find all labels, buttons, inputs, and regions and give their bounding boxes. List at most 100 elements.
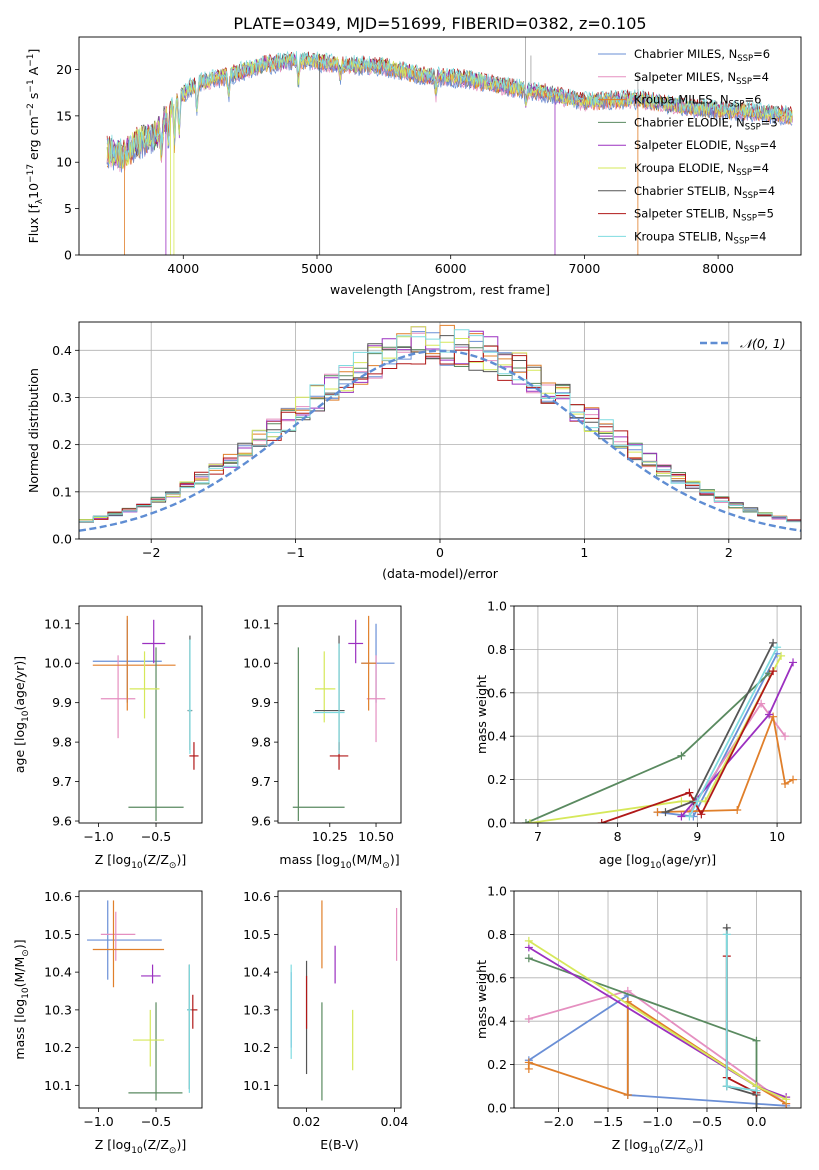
label-part: Z [log [95, 1137, 131, 1152]
x-tick-label: 1 [580, 545, 588, 560]
y-tick-label: 0.2 [487, 1057, 507, 1072]
y-tick-label: 0.2 [487, 772, 507, 787]
label-part: (M/M [12, 957, 27, 988]
label-part: =4 [752, 161, 769, 175]
label-part: =4 [760, 138, 777, 152]
x-tick-label: −2.0 [543, 1114, 573, 1129]
plot-frame [277, 605, 402, 824]
weight-marker-9 [773, 643, 782, 652]
label-part: SSP [741, 214, 757, 224]
label-part: Flux [f [26, 204, 41, 244]
label-part: )] [12, 939, 27, 949]
y-tick-label: 0.0 [487, 816, 507, 831]
label-part: E(B-V) [320, 1137, 359, 1152]
y-tick-label: 10.1 [44, 1078, 72, 1093]
x-tick-label: −1.0 [83, 1114, 113, 1129]
label-part: A [26, 66, 41, 79]
y-tick-label: 10 [56, 155, 72, 170]
weight-marker-9 [722, 930, 731, 939]
axes-group: −2.0 −1.5 −1.0 −0.5 0.0 0.0 0.2 0.4 0.6 0.8 1.0 Z [… [474, 884, 802, 1156]
y-tick-label: 10.1 [243, 616, 271, 631]
weight-marker-4 [524, 954, 533, 963]
y-tick-label: 10.0 [243, 656, 271, 671]
label-part: 10 [26, 183, 41, 199]
weight-marker-5 [677, 812, 686, 821]
y-tick-label: 9.7 [52, 774, 72, 789]
label-part: ⊙ [21, 949, 31, 957]
x-tick-label: 8000 [702, 261, 734, 276]
plot-background [514, 606, 801, 823]
y-tick-label: 0 [64, 248, 72, 263]
x-tick-label: 9 [693, 829, 701, 844]
label-part: 10 [131, 861, 143, 871]
y-axis-label: mass weight [474, 675, 489, 754]
y-tick-label: 9.6 [52, 814, 72, 829]
weight-marker-5 [765, 710, 774, 719]
panel-residuals: −2 −1 0 1 2 0.0 0.1 0.2 0.3 0.4 (data-model)/error… [26, 321, 802, 581]
weight-marker-3 [733, 805, 742, 814]
label-part: SSP [744, 145, 760, 155]
x-axis-label: wavelength [Angstrom, rest frame] [330, 282, 550, 297]
label-part: (data-model)/error [382, 566, 499, 581]
weight-marker-6 [782, 1095, 791, 1104]
label-part: mass [log [279, 852, 340, 867]
weight-marker-2 [524, 1015, 533, 1024]
x-tick-label: −2 [142, 545, 160, 560]
plot-background [278, 891, 401, 1108]
y-tick-label: 0.6 [487, 970, 507, 985]
weight-marker-9 [752, 1086, 761, 1095]
x-axis-label: E(B-V) [320, 1137, 359, 1152]
label-part: SSP [729, 100, 745, 110]
plot-area [106, 37, 793, 255]
x-tick-label: 0.02 [293, 1114, 321, 1129]
x-tick-label: 10.50 [358, 829, 394, 844]
y-tick-label: 10.6 [44, 889, 72, 904]
y-tick-label: 10.3 [243, 1002, 271, 1017]
label-part: Z [log [612, 1137, 648, 1152]
label-part: =6 [744, 93, 761, 107]
label-part: Normed distribution [26, 368, 41, 493]
weight-marker-3 [623, 1090, 632, 1099]
label-part: SSP [736, 77, 752, 87]
weight-marker-8 [697, 810, 706, 819]
weight-marker-9 [693, 797, 702, 806]
spectrum-line-9 [106, 50, 793, 167]
label-part: λ [35, 198, 45, 204]
label-part: Salpeter STELIB, N [634, 207, 741, 221]
label-part: )] [390, 852, 400, 867]
y-tick-label: 10.3 [44, 1002, 72, 1017]
x-axis-label: (data-model)/error [382, 566, 499, 581]
label-part: )] [176, 1137, 186, 1152]
label-part: −17 [26, 164, 36, 183]
weight-marker-6 [677, 797, 686, 806]
y-tick-label: 5 [64, 201, 72, 216]
x-tick-label: 0 [436, 545, 444, 560]
x-axis-label: age [log10(age/yr)] [599, 852, 716, 871]
legend-label-4: Chabrier ELODIE, NSSP=3 [634, 115, 778, 132]
axes-group: −2 −1 0 1 2 0.0 0.1 0.2 0.3 0.4 (data-model)/error… [26, 321, 802, 581]
label-part: age [log [599, 852, 650, 867]
plot-area [290, 900, 398, 1101]
label-part: =4 [758, 184, 775, 198]
legend-label-2: Salpeter MILES, NSSP=4 [634, 70, 769, 87]
legend-label-9: Kroupa STELIB, NSSP=4 [634, 229, 766, 246]
weight-marker-5 [789, 658, 798, 667]
y-tick-label: 0.0 [52, 532, 72, 547]
y-tick-label: 0.4 [52, 343, 72, 358]
label-part: −1 [26, 79, 36, 92]
y-tick-label: 0.4 [487, 1014, 507, 1029]
panel-mass_weight_vs_Z: −2.0 −1.5 −1.0 −0.5 0.0 0.0 0.2 0.4 0.6 0.8 1.0 Z [… [474, 884, 802, 1156]
y-tick-label: 1.0 [487, 599, 507, 614]
plot-area [92, 615, 199, 822]
x-tick-label: 7 [534, 829, 542, 844]
plot-area [521, 638, 798, 823]
weight-marker-8 [685, 788, 694, 797]
label-part: SSP [742, 191, 758, 201]
plot-frame [78, 890, 203, 1109]
label-part: Chabrier ELODIE, N [634, 115, 745, 129]
x-tick-label: −0.5 [692, 1114, 722, 1129]
weight-marker-7 [769, 638, 778, 647]
x-tick-label: 6000 [435, 261, 467, 276]
